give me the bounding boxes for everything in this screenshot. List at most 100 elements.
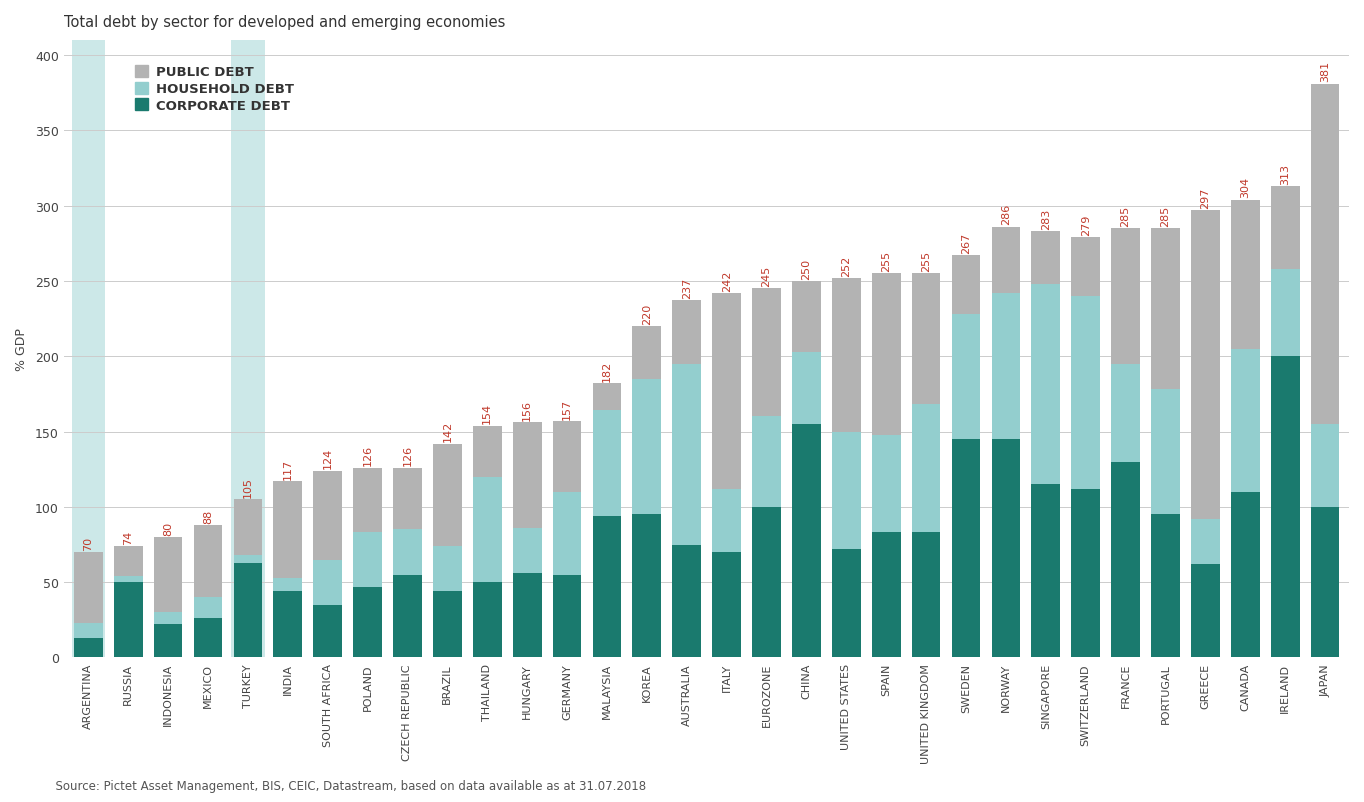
Bar <box>154 625 183 658</box>
Bar <box>911 274 940 405</box>
Bar <box>952 314 981 439</box>
Text: 313: 313 <box>1281 164 1290 184</box>
Text: 117: 117 <box>282 458 293 480</box>
Bar <box>592 384 622 411</box>
Bar <box>1151 390 1180 515</box>
Bar <box>513 423 542 529</box>
Text: 245: 245 <box>761 265 772 287</box>
Bar <box>792 424 821 658</box>
Bar <box>592 411 622 516</box>
Text: Total debt by sector for developed and emerging economies: Total debt by sector for developed and e… <box>64 15 506 30</box>
Text: 126: 126 <box>363 445 372 466</box>
Bar <box>513 529 542 573</box>
Bar <box>633 379 662 515</box>
Bar <box>832 278 861 432</box>
Bar <box>952 439 981 658</box>
Text: 157: 157 <box>562 398 572 419</box>
Bar <box>633 326 662 379</box>
Bar <box>432 444 462 546</box>
Bar <box>473 582 502 658</box>
Bar <box>1230 349 1259 492</box>
Bar <box>314 605 342 658</box>
Bar <box>1071 297 1099 489</box>
Bar <box>314 471 342 560</box>
Bar <box>832 432 861 549</box>
Text: 126: 126 <box>402 445 412 466</box>
Bar <box>552 422 581 492</box>
Bar <box>1112 364 1140 462</box>
Bar <box>314 560 342 605</box>
Bar <box>1031 232 1060 285</box>
Bar <box>911 533 940 658</box>
Text: 156: 156 <box>522 399 532 421</box>
Text: 285: 285 <box>1121 205 1131 227</box>
Text: 279: 279 <box>1080 214 1091 236</box>
Text: 142: 142 <box>442 420 453 442</box>
Bar <box>992 294 1020 439</box>
Bar <box>273 578 303 591</box>
Bar <box>752 417 782 507</box>
Text: 286: 286 <box>1001 204 1011 225</box>
Bar <box>672 545 701 658</box>
Text: Source: Pictet Asset Management, BIS, CEIC, Datastream, based on data available : Source: Pictet Asset Management, BIS, CE… <box>48 780 647 792</box>
Bar <box>712 294 741 489</box>
Bar <box>552 492 581 575</box>
Bar <box>872 533 900 658</box>
Bar <box>712 553 741 658</box>
Bar <box>154 537 183 613</box>
Bar <box>752 507 782 658</box>
Bar <box>1071 489 1099 658</box>
Text: 242: 242 <box>722 270 731 291</box>
Bar <box>473 477 502 582</box>
Bar <box>233 563 262 658</box>
Text: 250: 250 <box>802 258 812 279</box>
Text: 285: 285 <box>1161 205 1170 227</box>
Bar <box>1151 229 1180 390</box>
Text: 220: 220 <box>642 303 652 325</box>
Bar <box>792 352 821 424</box>
Text: 252: 252 <box>842 255 851 276</box>
Bar <box>1230 492 1259 658</box>
Bar <box>74 623 102 638</box>
Text: 255: 255 <box>921 251 932 272</box>
Text: 154: 154 <box>483 403 492 423</box>
Text: 304: 304 <box>1240 177 1251 198</box>
Bar <box>233 555 262 563</box>
Bar <box>1311 84 1339 424</box>
Bar <box>74 553 102 623</box>
Bar <box>872 435 900 533</box>
Bar <box>154 613 183 625</box>
Bar <box>872 274 900 435</box>
Bar <box>712 489 741 553</box>
Text: 74: 74 <box>123 530 134 544</box>
Text: 255: 255 <box>881 251 891 272</box>
Bar <box>113 577 143 582</box>
Text: 80: 80 <box>164 521 173 535</box>
Bar <box>432 546 462 591</box>
Bar <box>273 482 303 578</box>
Bar <box>552 575 581 658</box>
Bar <box>393 575 421 658</box>
Bar <box>1191 211 1219 519</box>
Bar <box>1271 269 1300 357</box>
Bar <box>353 468 382 533</box>
Bar <box>231 41 265 658</box>
Bar <box>1271 357 1300 658</box>
Bar <box>752 289 782 417</box>
Bar <box>353 533 382 587</box>
Bar <box>1311 507 1339 658</box>
Bar <box>113 546 143 577</box>
Bar <box>832 549 861 658</box>
Text: 297: 297 <box>1200 187 1210 209</box>
Bar <box>194 525 222 597</box>
Bar <box>1031 484 1060 658</box>
Bar <box>792 282 821 352</box>
Bar <box>273 591 303 658</box>
Bar <box>1031 285 1060 484</box>
Bar <box>1271 187 1300 269</box>
Bar <box>233 500 262 555</box>
Bar <box>194 597 222 618</box>
Bar <box>1112 462 1140 658</box>
Bar <box>1112 229 1140 364</box>
Text: 267: 267 <box>962 233 971 253</box>
